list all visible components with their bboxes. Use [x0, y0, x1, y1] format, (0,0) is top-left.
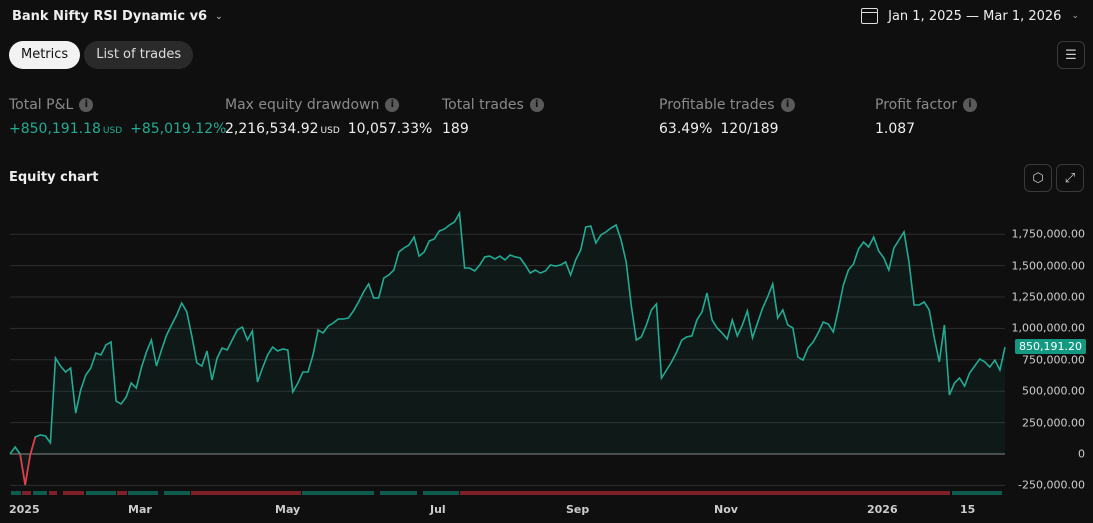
x-tick-label: 15: [960, 503, 976, 516]
last-value-tag: 850,191.20: [1015, 339, 1086, 354]
x-tick-label: May: [275, 503, 301, 516]
metric-value: 63.49%: [659, 121, 713, 137]
metric-ratio: 120/189: [720, 121, 779, 137]
tab-list-of-trades[interactable]: List of trades: [84, 41, 194, 69]
equity-chart-title: Equity chart: [9, 170, 99, 185]
metric-label: Total trades: [442, 97, 524, 113]
metric-total-trades: Total trades i 189: [442, 97, 544, 137]
metric-percent: +85,019.12%: [130, 121, 227, 137]
date-range-text: Jan 1, 2025 — Mar 1, 2026: [888, 8, 1062, 24]
metric-max-drawdown: Max equity drawdown i 2,216,534.92 USD 10,0…: [225, 97, 432, 137]
negative-equity-segment: [24, 454, 31, 486]
date-range-picker[interactable]: Jan 1, 2025 — Mar 1, 2026 ⌄: [861, 8, 1079, 24]
metric-unit: USD: [320, 126, 340, 136]
tab-bar: Metrics List of trades: [9, 41, 194, 69]
x-tick-label: Mar: [128, 503, 152, 516]
settings-icon: ⬡: [1032, 170, 1044, 186]
drawdown-bar: [117, 491, 127, 495]
metric-value: 1.087: [875, 121, 916, 137]
calendar-icon: [861, 8, 879, 24]
metric-value: +850,191.18: [9, 121, 101, 137]
tab-metrics[interactable]: Metrics: [9, 41, 81, 69]
x-tick-label: 2026: [867, 503, 898, 516]
metric-label: Max equity drawdown: [225, 97, 380, 113]
negative-equity-segment: [29, 436, 37, 456]
y-tick-label: 1,750,000.00: [1011, 227, 1085, 241]
x-tick-label: Sep: [566, 503, 590, 516]
runup-bar: [302, 491, 374, 495]
drawdown-bar: [191, 491, 301, 495]
equity-area: [10, 213, 1005, 485]
metric-total-pnl: Total P&L i +850,191.18 USD +85,019.12%: [9, 97, 226, 137]
equity-line: [9, 210, 1006, 486]
runup-bar: [11, 491, 21, 495]
y-tick-label: 750,000.00: [1022, 353, 1085, 367]
info-icon[interactable]: i: [529, 98, 544, 112]
drawdown-bar: [22, 491, 31, 495]
y-tick-label: 500,000.00: [1022, 384, 1085, 398]
strategy-name: Bank Nifty RSI Dynamic v6: [12, 9, 208, 24]
info-icon[interactable]: i: [780, 98, 795, 112]
drawdown-bar: [49, 491, 57, 495]
x-tick-label: Nov: [714, 503, 738, 516]
y-tick-label: -250,000.00: [1018, 478, 1085, 492]
y-tick-label: 250,000.00: [1022, 416, 1085, 430]
metric-label: Total P&L: [9, 97, 74, 113]
metric-unit: USD: [102, 126, 123, 136]
chevron-down-icon: ⌄: [215, 11, 223, 22]
list-icon: ☰: [1065, 47, 1077, 63]
runup-bar: [164, 491, 190, 495]
metric-profit-factor: Profit factor i 1.087: [875, 97, 977, 137]
y-tick-label: 1,500,000.00: [1011, 259, 1085, 273]
metric-label: Profitable trades: [659, 97, 775, 113]
expand-icon: ⤢: [1064, 170, 1076, 186]
runup-bar: [86, 491, 116, 495]
metric-profitable-trades: Profitable trades i 63.49% 120/189: [659, 97, 795, 137]
metric-percent: 10,057.33%: [347, 121, 433, 137]
info-icon[interactable]: i: [962, 98, 977, 112]
layout-menu-button[interactable]: ☰: [1057, 41, 1085, 69]
metric-value: 2,216,534.92: [225, 121, 319, 137]
info-icon[interactable]: i: [385, 98, 400, 112]
runup-bar: [423, 491, 459, 495]
drawdown-bar: [460, 491, 950, 495]
info-icon[interactable]: i: [79, 98, 94, 112]
chart-settings-button[interactable]: ⬡: [1024, 164, 1052, 192]
metric-label: Profit factor: [875, 97, 957, 113]
x-tick-label: 2025: [9, 503, 40, 516]
negative-equity-segment: [19, 453, 26, 486]
runup-bar: [380, 491, 417, 495]
chevron-down-icon: ⌄: [1071, 11, 1079, 21]
runup-bar: [33, 491, 47, 495]
y-tick-label: 1,000,000.00: [1011, 321, 1085, 335]
runup-bar: [128, 491, 158, 495]
runup-bar: [952, 491, 1002, 495]
y-tick-label: 0: [1078, 447, 1085, 461]
metric-value: 189: [442, 121, 469, 137]
x-tick-label: Jul: [430, 503, 446, 516]
expand-chart-button[interactable]: ⤢: [1056, 164, 1084, 192]
drawdown-bar: [63, 491, 84, 495]
strategy-title[interactable]: Bank Nifty RSI Dynamic v6 ⌄: [12, 9, 223, 24]
y-tick-label: 1,250,000.00: [1011, 290, 1085, 304]
